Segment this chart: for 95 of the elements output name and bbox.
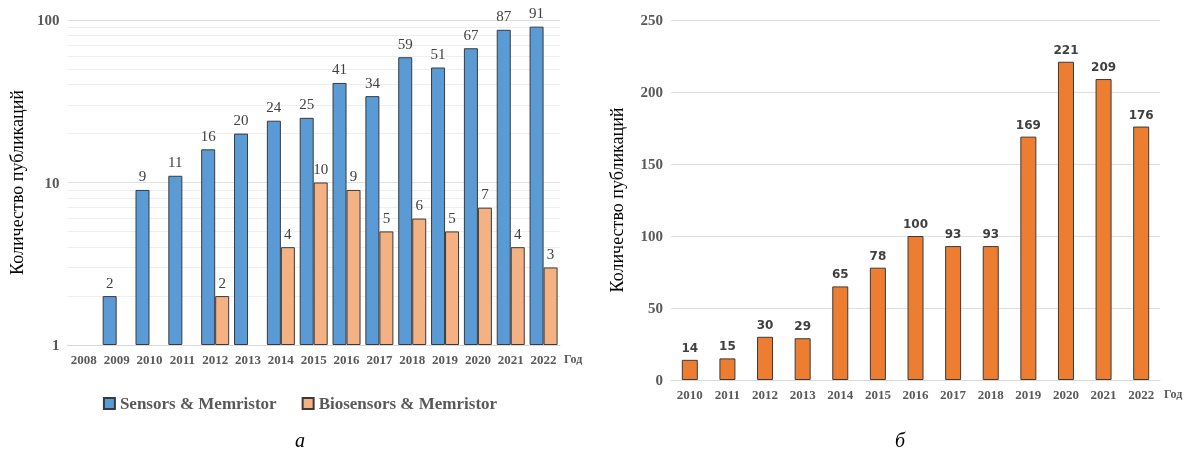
- data-label: 93: [982, 227, 1000, 242]
- data-label: 67: [463, 26, 479, 43]
- x-tick-label: 2020: [464, 352, 491, 367]
- bar: [681, 359, 698, 380]
- bar: [1020, 136, 1037, 380]
- x-tick-label: 2010: [676, 387, 703, 402]
- y-tick-label: 50: [648, 300, 663, 316]
- x-tick-label: 2012: [202, 352, 229, 367]
- x-tick-label: 2017: [940, 387, 967, 402]
- data-label: 93: [944, 227, 962, 242]
- data-label: 30: [756, 317, 774, 332]
- text: а: [295, 429, 305, 451]
- x-tick-label: 2011: [714, 387, 741, 402]
- data-label: 34: [364, 74, 381, 91]
- x-tick-label: 2013: [789, 387, 817, 402]
- data-label: 29: [794, 319, 812, 334]
- bar: [832, 286, 849, 380]
- data-label: 20: [233, 112, 249, 129]
- data-label: 65: [831, 267, 849, 282]
- x-tick-label: 2013: [235, 352, 262, 367]
- data-label: 2: [218, 274, 226, 291]
- x-tick-label: 2018: [977, 387, 1005, 402]
- data-label: 25: [299, 96, 315, 113]
- y-tick-label: 100: [36, 12, 60, 28]
- bar: [982, 246, 999, 380]
- data-label: 24: [266, 99, 282, 116]
- bar: [1095, 79, 1112, 380]
- data-label: 221: [1053, 42, 1079, 57]
- x-tick-label: 2010: [136, 352, 163, 367]
- x-tick-label: 2022: [530, 352, 557, 367]
- y-tick-label: 100: [640, 228, 663, 244]
- x-tick-label: 2019: [1015, 387, 1042, 402]
- x-tick-label: 2019: [432, 352, 459, 367]
- x-tick-label: 2014: [267, 352, 295, 367]
- data-label: 78: [869, 248, 887, 263]
- data-label: 169: [1015, 117, 1041, 132]
- data-label: 5: [382, 209, 391, 226]
- x-axis-title: Год: [564, 352, 583, 366]
- y-tick-label: 200: [640, 84, 663, 100]
- y-tick-label: 1: [51, 337, 60, 353]
- data-label: 10: [313, 161, 329, 177]
- x-tick-label: 2014: [827, 387, 854, 402]
- data-label: 209: [1091, 60, 1117, 75]
- y-tick-label: 150: [640, 156, 663, 172]
- y-axis-title: Количество публикаций: [607, 107, 627, 293]
- x-tick-label: 2018: [399, 352, 426, 367]
- data-label: 15: [719, 339, 736, 354]
- data-label: 2: [105, 274, 114, 291]
- x-tick-label: 2011: [169, 352, 195, 367]
- data-label: 100: [902, 217, 929, 231]
- data-label: 16: [200, 127, 217, 144]
- data-label: 7: [481, 186, 490, 203]
- x-tick-label: 2020: [1052, 387, 1079, 402]
- y-tick-label: 10: [44, 174, 60, 191]
- x-tick-label: 2022: [1128, 387, 1155, 402]
- bar: [869, 267, 886, 380]
- x-tick-label: 2021: [497, 352, 524, 367]
- data-label: 14: [681, 340, 699, 355]
- x-tick-label: 2009: [103, 352, 131, 367]
- data-label: 176: [1128, 107, 1154, 122]
- data-label: 11: [168, 154, 183, 171]
- y-tick-label: 0: [655, 372, 663, 388]
- x-tick-label: 2016: [333, 352, 361, 367]
- bar: [907, 236, 924, 380]
- data-label: 87: [496, 8, 512, 25]
- bar: [794, 338, 811, 380]
- data-label: 4: [284, 225, 293, 242]
- data-label: 6: [415, 197, 424, 214]
- data-label: 41: [332, 61, 348, 78]
- x-tick-label: 2015: [300, 352, 328, 367]
- data-label: 9: [138, 168, 147, 185]
- x-tick-label: 2008: [70, 352, 98, 367]
- data-label: 51: [430, 46, 446, 63]
- x-tick-label: 2016: [902, 387, 929, 402]
- legend-label: Sensors & Memristor: [119, 394, 278, 413]
- y-tick-label: 250: [640, 12, 663, 28]
- bar: [719, 358, 736, 380]
- data-label: 3: [546, 245, 555, 262]
- bar: [1133, 126, 1150, 380]
- data-label: 4: [513, 225, 522, 242]
- x-tick-label: 2015: [864, 387, 892, 402]
- data-label: 9: [349, 168, 358, 185]
- bar: [1057, 61, 1074, 380]
- x-tick-label: 2017: [366, 352, 393, 367]
- data-label: 59: [397, 35, 413, 52]
- data-label: 91: [529, 5, 545, 22]
- x-axis-title: Год: [1164, 387, 1183, 401]
- x-tick-label: 2012: [752, 387, 779, 402]
- bar: [945, 246, 962, 380]
- bar: [757, 336, 774, 380]
- text: б: [894, 429, 906, 451]
- legend-label: Biosensors & Memristor: [318, 394, 498, 413]
- data-label: 5: [448, 209, 456, 226]
- x-tick-label: 2021: [1090, 387, 1117, 402]
- y-axis-title: Количество публикаций: [7, 89, 27, 275]
